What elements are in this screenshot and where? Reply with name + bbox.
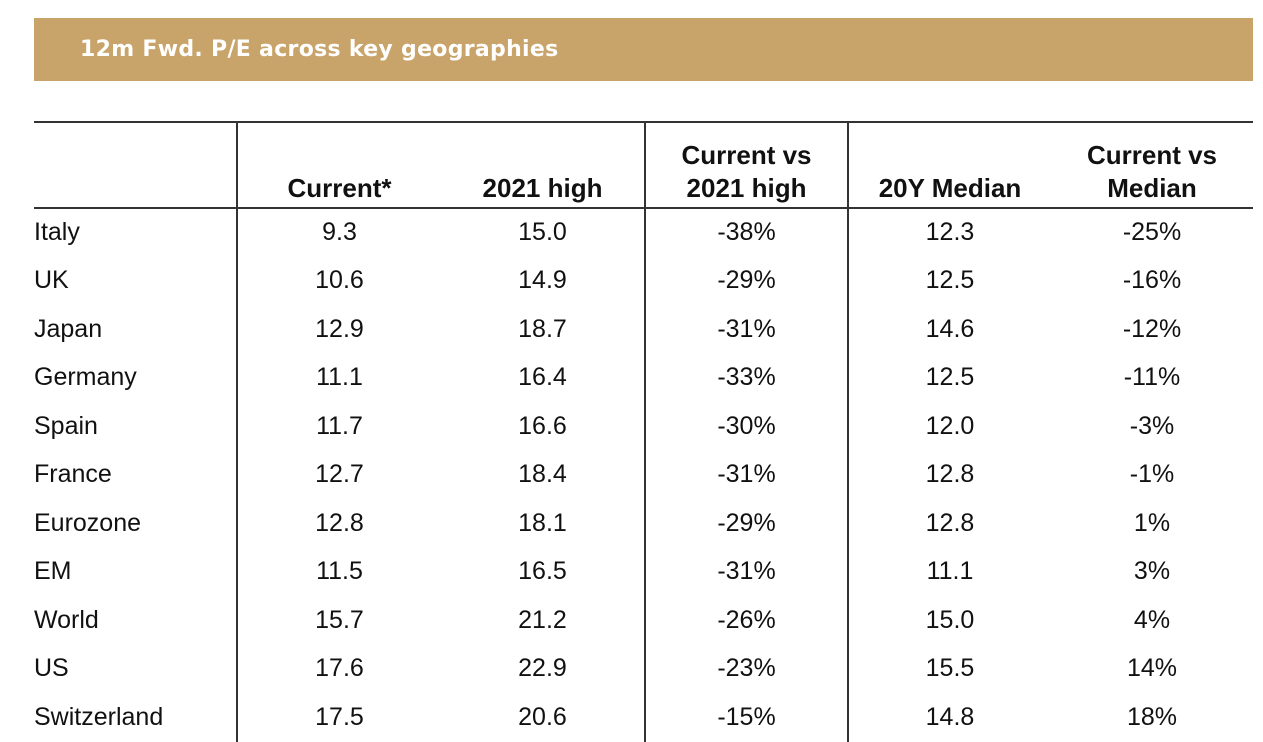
cell-current: 10.6 xyxy=(315,266,364,295)
cell-current: 11.1 xyxy=(316,363,363,392)
header-country xyxy=(34,121,238,209)
cell-current-vs-median: -25% xyxy=(1122,218,1182,247)
table-row: France 12.7 18.4 -31% 12.8 -1% xyxy=(34,450,1253,499)
table-row: UK 10.6 14.9 -29% 12.5 -16% xyxy=(34,256,1253,305)
cell-20y-median: 12.8 xyxy=(925,460,975,489)
cell-country: Japan xyxy=(34,305,238,354)
cell-country: UK xyxy=(34,256,238,305)
cell-current-vs-2021-high: -29% xyxy=(645,499,849,548)
cell-2021-high: 15.0 xyxy=(441,208,646,257)
cell-current-vs-median: -11% xyxy=(1123,363,1181,392)
cell-country: Italy xyxy=(34,208,238,257)
cell-current: 12.8 xyxy=(315,508,364,537)
header-row: Current* 2021 high Current vs 2021 high … xyxy=(34,121,1253,209)
table-title: 12m Fwd. P/E across key geographies xyxy=(80,37,559,62)
table-row: EM 11.5 16.5 -31% 11.1 3% xyxy=(34,547,1253,596)
cell-current-vs-2021-high: -31% xyxy=(645,547,849,596)
cell-current-vs-median: -16% xyxy=(1122,266,1182,295)
cell-country: EM xyxy=(34,547,238,596)
table-row: US 17.6 22.9 -23% 15.5 14% xyxy=(34,644,1253,693)
cell-current: 9.3 xyxy=(322,218,357,247)
cell-current-vs-2021-high: -30% xyxy=(645,402,849,451)
cell-20y-median: 12.0 xyxy=(925,411,975,440)
cell-country: Germany xyxy=(34,353,238,402)
cell-20y-median: 12.8 xyxy=(925,508,975,537)
cell-current-vs-2021-high: -26% xyxy=(645,596,849,645)
cell-current: 12.9 xyxy=(315,314,364,343)
table-row: Italy 9.3 15.0 -38% 12.3 -25% xyxy=(34,208,1253,257)
cell-20y-median: 14.6 xyxy=(925,314,975,343)
cell-current-vs-2021-high: -23% xyxy=(645,644,849,693)
cell-country: France xyxy=(34,450,238,499)
table-row: Japan 12.9 18.7 -31% 14.6 -12% xyxy=(34,305,1253,354)
cell-current-vs-2021-high: -31% xyxy=(645,305,849,354)
header-current-vs-2021-high-line1: Current vs xyxy=(681,140,812,170)
cell-2021-high: 21.2 xyxy=(441,596,646,645)
header-current-vs-median-line1: Current vs xyxy=(1086,140,1218,170)
cell-current-vs-median: -3% xyxy=(1129,411,1175,440)
title-bar: 12m Fwd. P/E across key geographies xyxy=(34,18,1253,81)
cell-2021-high: 20.6 xyxy=(441,693,646,742)
cell-20y-median: 14.8 xyxy=(925,702,975,731)
table-row: Switzerland 17.5 20.6 -15% 14.8 18% xyxy=(34,693,1253,742)
cell-20y-median: 12.3 xyxy=(925,218,975,247)
table-row: World 15.7 21.2 -26% 15.0 4% xyxy=(34,596,1253,645)
cell-20y-median: 12.5 xyxy=(925,363,975,392)
cell-country: Eurozone xyxy=(34,499,238,548)
header-20y-median: 20Y Median xyxy=(848,121,1051,209)
cell-current: 17.6 xyxy=(315,654,364,683)
cell-current-vs-median: 3% xyxy=(1133,557,1171,586)
cell-current-vs-2021-high: -31% xyxy=(645,450,849,499)
pe-table: Current* 2021 high Current vs 2021 high … xyxy=(34,121,1253,742)
cell-current-vs-median: 1% xyxy=(1133,508,1171,537)
cell-2021-high: 16.4 xyxy=(441,353,646,402)
cell-country: World xyxy=(34,596,238,645)
table-row: Eurozone 12.8 18.1 -29% 12.8 1% xyxy=(34,499,1253,548)
cell-2021-high: 14.9 xyxy=(441,256,646,305)
cell-country: Spain xyxy=(34,402,238,451)
header-current-vs-2021-high: Current vs 2021 high xyxy=(645,121,849,209)
header-2021-high: 2021 high xyxy=(441,121,646,209)
cell-country: Switzerland xyxy=(34,693,238,742)
cell-2021-high: 22.9 xyxy=(441,644,646,693)
cell-current-vs-median: -12% xyxy=(1122,314,1182,343)
cell-current: 11.7 xyxy=(316,411,363,440)
cell-2021-high: 16.5 xyxy=(441,547,646,596)
cell-2021-high: 18.1 xyxy=(441,499,646,548)
cell-2021-high: 18.7 xyxy=(441,305,646,354)
cell-current-vs-median: 4% xyxy=(1133,605,1171,634)
cell-current-vs-median: 14% xyxy=(1126,654,1178,683)
table-body: Italy 9.3 15.0 -38% 12.3 -25% UK 10.6 14.9 -29% 12… xyxy=(34,208,1253,742)
cell-20y-median: 12.5 xyxy=(925,266,975,295)
cell-current-vs-2021-high: -38% xyxy=(645,208,849,257)
header-current-vs-median-line2: Median xyxy=(1107,173,1197,203)
cell-current: 17.5 xyxy=(315,702,364,731)
header-current-vs-2021-high-line2: 2021 high xyxy=(686,173,807,203)
cell-country: US xyxy=(34,644,238,693)
cell-20y-median: 11.1 xyxy=(926,557,974,586)
cell-current-vs-median: 18% xyxy=(1126,702,1178,731)
cell-current-vs-2021-high: -29% xyxy=(645,256,849,305)
cell-current: 11.5 xyxy=(316,557,363,586)
cell-current-vs-2021-high: -15% xyxy=(645,693,849,742)
header-current-vs-median: Current vs Median xyxy=(1051,121,1253,209)
cell-2021-high: 18.4 xyxy=(441,450,646,499)
cell-current: 12.7 xyxy=(315,460,364,489)
table-row: Germany 11.1 16.4 -33% 12.5 -11% xyxy=(34,353,1253,402)
cell-current: 15.7 xyxy=(315,605,364,634)
cell-current-vs-2021-high: -33% xyxy=(645,353,849,402)
cell-20y-median: 15.0 xyxy=(925,605,975,634)
cell-2021-high: 16.6 xyxy=(441,402,646,451)
table-row: Spain 11.7 16.6 -30% 12.0 -3% xyxy=(34,402,1253,451)
cell-current-vs-median: -1% xyxy=(1129,460,1175,489)
cell-20y-median: 15.5 xyxy=(925,654,975,683)
header-current: Current* xyxy=(237,121,441,209)
